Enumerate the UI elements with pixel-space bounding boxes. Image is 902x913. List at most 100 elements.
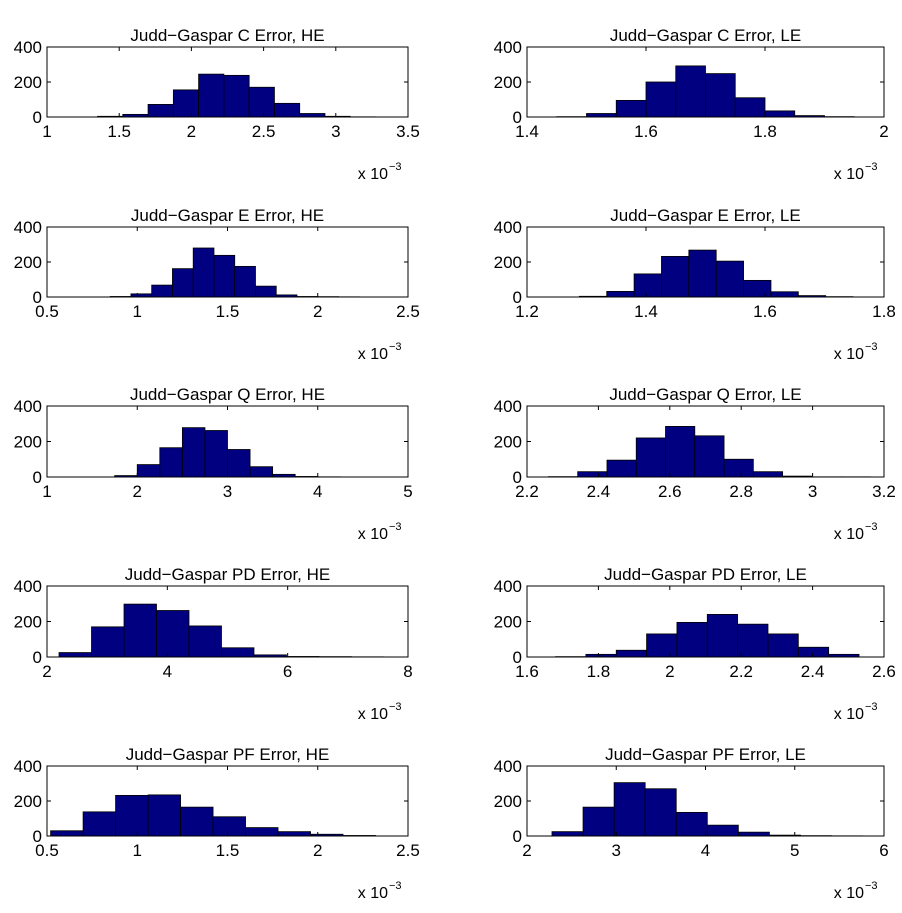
x-tick-label: 2 (313, 841, 322, 860)
x-tick-label: 5 (403, 482, 412, 501)
x-tick-label: 1.6 (634, 122, 658, 141)
y-tick-label: 0 (513, 468, 522, 487)
histogram-bar (82, 811, 116, 837)
y-tick-label: 400 (14, 577, 42, 596)
y-tick-label: 400 (14, 218, 42, 237)
histogram-bar (172, 89, 200, 118)
histogram-bar (734, 97, 766, 118)
histogram-bar (675, 65, 706, 118)
histogram-bar (770, 291, 799, 298)
histogram-bar (212, 816, 246, 837)
x-tick-label: 8 (403, 662, 412, 681)
histogram-panel: Judd−Gaspar C Error, HE 1 1.5 2 2.5 3 3.5 0 200 4… (14, 26, 420, 183)
y-tick-label: 200 (14, 73, 42, 92)
y-tick-label: 200 (14, 792, 42, 811)
histogram-bar (299, 113, 326, 118)
x-axis-multiplier: x 10 (358, 706, 388, 723)
x-tick-label: 4 (163, 662, 172, 681)
x-axis-multiplier: x 10 (834, 885, 864, 902)
x-tick-label: 3 (612, 841, 621, 860)
x-tick-label: 1 (133, 302, 142, 321)
histogram-bar (675, 811, 708, 837)
x-tick-label: 2.4 (587, 482, 611, 501)
histogram-bar (615, 99, 647, 118)
histogram-panel: Judd−Gaspar PF Error, HE 0.5 1 1.5 2 2.5 0 200 4… (14, 745, 420, 902)
histogram-bar (248, 86, 275, 118)
x-tick-label: 1.5 (216, 302, 240, 321)
panel-title: Judd−Gaspar Q Error, HE (130, 385, 325, 404)
y-tick-label: 400 (494, 38, 522, 57)
histogram-bar (188, 625, 222, 658)
y-tick-label: 200 (494, 792, 522, 811)
x-axis-exponent: −3 (389, 880, 402, 892)
histogram-bar (551, 831, 584, 837)
histogram-bar (635, 437, 666, 478)
histogram-bar (706, 614, 739, 658)
panel-title: Judd−Gaspar PF Error, LE (605, 745, 806, 764)
histogram-panel: Judd−Gaspar E Error, HE 0.5 1 1.5 2 2.5 0 200 40… (14, 206, 420, 363)
histogram-bar (582, 806, 615, 837)
histogram-bar (705, 73, 736, 118)
x-tick-label: 1.5 (107, 122, 131, 141)
histogram-panel: Judd−Gaspar PD Error, LE 1.6 1.8 2 2.2 2.4 2.6… (494, 565, 896, 723)
x-axis-multiplier: x 10 (358, 526, 388, 543)
panel-title: Judd−Gaspar PF Error, HE (126, 745, 330, 764)
histogram-bar (752, 471, 784, 478)
x-tick-label: 2.2 (729, 662, 753, 681)
histogram-bar (737, 623, 769, 658)
histogram-bar (123, 603, 157, 658)
x-tick-label: 2 (665, 662, 674, 681)
histogram-bar (58, 652, 92, 658)
x-tick-label: 2.2 (515, 482, 539, 501)
histogram-bar (723, 458, 754, 478)
histogram-bar (606, 459, 637, 478)
y-tick-label: 0 (513, 108, 522, 127)
histogram-bar (213, 254, 236, 298)
histogram-bar (151, 284, 173, 298)
x-tick-label: 2.6 (872, 662, 896, 681)
histogram-bar (633, 273, 662, 298)
panel-title: Judd−Gaspar PD Error, LE (604, 565, 807, 584)
histogram-bar (694, 435, 725, 478)
x-tick-label: 3.2 (872, 482, 896, 501)
x-axis-exponent: −3 (389, 161, 402, 173)
x-tick-label: 2.6 (658, 482, 682, 501)
histogram-bar (661, 255, 690, 298)
y-tick-label: 200 (14, 433, 42, 452)
histogram-bar (136, 464, 161, 478)
panel-title: Judd−Gaspar PD Error, HE (125, 565, 331, 584)
histogram-bar (245, 827, 279, 837)
x-axis-exponent: −3 (389, 341, 402, 353)
x-tick-label: 2.5 (396, 302, 420, 321)
x-tick-label: 1.8 (587, 662, 611, 681)
x-axis-multiplier: x 10 (358, 346, 388, 363)
histogram-panel: Judd−Gaspar PF Error, LE 2 3 4 5 6 0 200 400 x 10… (494, 745, 889, 902)
x-tick-label: 4 (701, 841, 710, 860)
histogram-bar (764, 110, 796, 118)
y-tick-label: 400 (14, 38, 42, 57)
x-tick-label: 5 (790, 841, 799, 860)
x-axis-multiplier: x 10 (834, 526, 864, 543)
histogram-bar (234, 265, 256, 298)
histogram-bar (147, 794, 181, 837)
x-tick-label: 2.4 (801, 662, 825, 681)
histogram-bar (743, 279, 772, 298)
histogram-bar (715, 260, 744, 298)
histogram-bar (198, 73, 225, 118)
x-tick-label: 2 (42, 662, 51, 681)
x-axis-multiplier: x 10 (834, 346, 864, 363)
histogram-bar (688, 249, 717, 298)
x-tick-label: 1.4 (515, 122, 539, 141)
x-tick-label: 3 (808, 482, 817, 501)
x-axis-multiplier: x 10 (834, 706, 864, 723)
y-tick-label: 400 (494, 218, 522, 237)
x-axis-exponent: −3 (865, 880, 878, 892)
x-tick-label: 3 (331, 122, 340, 141)
x-axis-exponent: −3 (865, 521, 878, 533)
histogram-bar (737, 831, 770, 837)
histogram-bar (227, 449, 251, 478)
histogram-bar (645, 81, 677, 118)
histogram-bar (172, 268, 194, 298)
x-tick-label: 1.8 (753, 122, 777, 141)
